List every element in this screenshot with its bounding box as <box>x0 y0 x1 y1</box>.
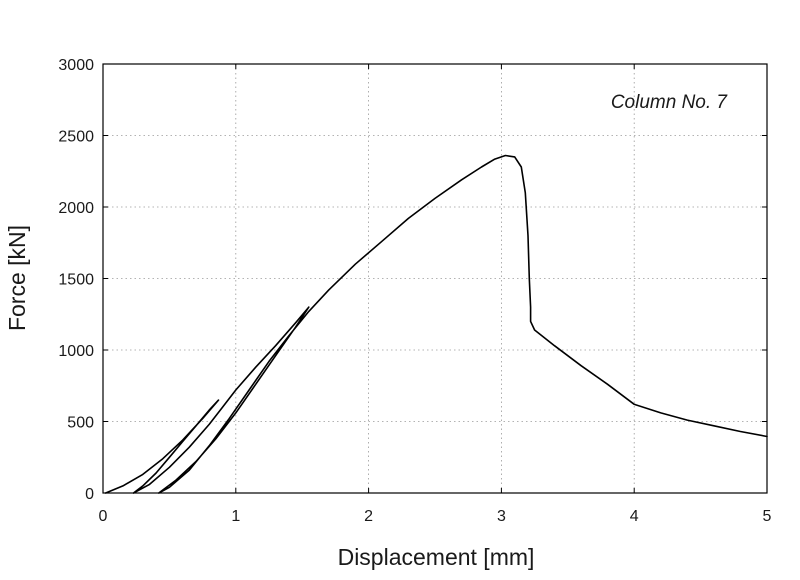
x-tick-label: 2 <box>364 508 373 525</box>
y-tick-label: 0 <box>85 486 94 503</box>
y-tick-label: 2500 <box>58 129 94 146</box>
y-axis-title: Force [kN] <box>4 225 30 331</box>
chart-annotation: Column No. 7 <box>611 92 729 113</box>
y-tick-label: 2000 <box>58 200 94 217</box>
ticks: 0 1 2 3 4 5 0 500 1000 1500 2000 2500 3000 <box>58 57 771 525</box>
x-tick-label: 1 <box>231 508 240 525</box>
force-displacement-line <box>104 154 768 494</box>
x-tick-label: 4 <box>630 508 639 525</box>
grid <box>103 64 767 493</box>
y-tick-label: 3000 <box>58 57 94 74</box>
series-layer <box>104 154 768 494</box>
x-tick-label: 0 <box>99 508 108 525</box>
y-tick-label: 500 <box>67 415 94 432</box>
x-axis-title: Displacement [mm] <box>338 544 535 570</box>
x-tick-label: 5 <box>763 508 772 525</box>
y-tick-label: 1000 <box>58 343 94 360</box>
x-tick-label: 3 <box>497 508 506 525</box>
y-tick-label: 1500 <box>58 272 94 289</box>
